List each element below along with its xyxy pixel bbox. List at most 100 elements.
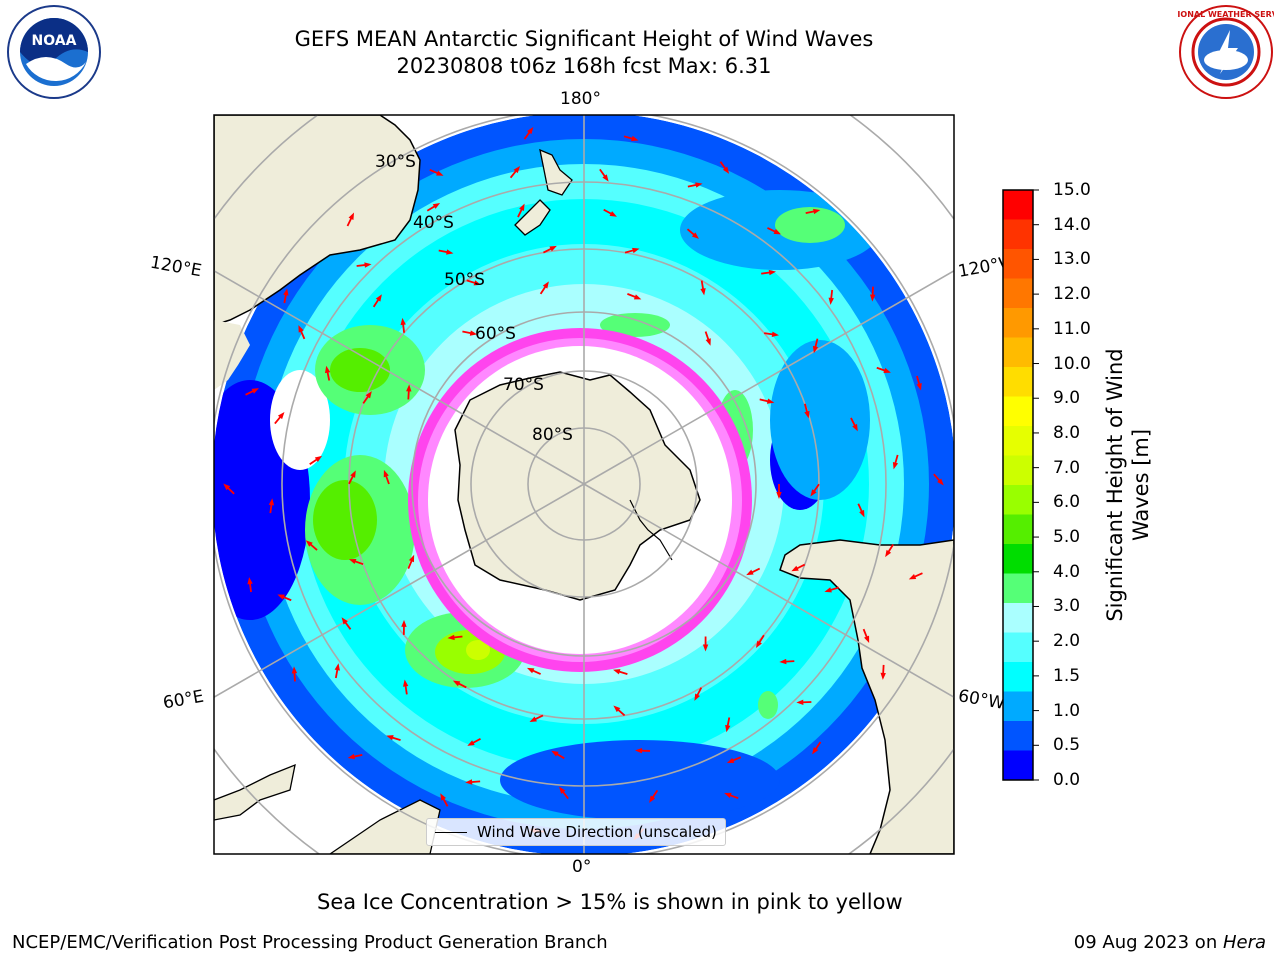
lon-label-180: 180° [560,89,601,109]
wave-direction-arrowhead [916,383,922,391]
wave-direction-arrowhead [602,174,609,182]
wave-direction-arrowhead [324,365,331,374]
colorbar-tick-label: 7.0 [1053,457,1081,478]
lat-label-50s: 50°S [444,270,485,290]
wave-direction-arrowhead [473,280,481,286]
colorbar-segment [1003,426,1033,456]
wave-direction-arrowhead [291,666,298,674]
wave-direction-arrowhead [613,669,621,675]
colorbar-segment [1003,308,1033,338]
colorbar-segment [1003,190,1033,220]
wave-direction-arrowhead [334,663,340,671]
wave-direction-arrowhead [776,492,782,499]
lat-label-40s: 40°S [413,213,454,233]
wave-direction-arrowhead [526,667,535,674]
wave-direction-arrowhead [691,232,699,239]
wave-direction-arrowhead [408,554,415,563]
wave-direction-arrowhead [771,331,780,337]
legend-label: Wind Wave Direction (unscaled) [477,823,717,841]
colorbar-segment [1003,455,1033,486]
wave-direction-arrowhead [513,166,521,174]
colorbar [1002,189,1039,781]
colorbar-segment [1003,662,1033,692]
colorbar-segment [1003,278,1033,309]
wave-direction-arrowhead [813,208,821,215]
wave-direction-arrowhead [341,617,348,625]
wave-direction-arrowhead [796,699,804,705]
wave-direction-arrowhead [908,574,917,580]
noaa-logo-text: NOAA [32,33,77,49]
wave-direction-arrowhead [633,294,642,300]
colorbar-segment [1003,691,1033,722]
colorbar-tick-label: 14.0 [1053,214,1091,235]
chart-subtitle: 20230808 t06z 168h fcst Max: 6.31 [396,54,772,78]
wave-direction-arrowhead [883,367,891,373]
colorbar-tick-label: 5.0 [1053,527,1081,548]
colorbar-title-line2: Waves [m] [1129,428,1153,542]
wave-direction-arrowhead [746,569,754,576]
wave-direction-arrowhead [365,391,372,399]
colorbar-tick-label: 2.0 [1053,631,1081,652]
wave-direction-arrowhead [314,455,323,462]
wave-direction-arrowhead [452,680,461,687]
wave-direction-arrowhead [773,228,781,235]
colorbar-border [1002,189,1034,781]
colorbar-tick-label: 6.0 [1053,492,1081,513]
wave-direction-arrowhead [722,166,730,174]
colorbar-segment [1003,603,1033,633]
colorbar-segment [1003,396,1033,427]
wave-direction-arrowhead [768,269,777,276]
wave-direction-arrowhead [268,498,275,506]
wave-direction-arrowhead [828,297,834,305]
wave-direction-arrowhead [386,735,394,741]
colorbar-segment [1003,367,1033,397]
wave-direction-arrowhead [447,634,455,641]
wave-direction-arrowhead [549,245,557,252]
colorbar-tick-label: 0.5 [1053,735,1081,756]
noaa-logo: NOAA [7,5,101,99]
colorbar-title-line1: Significant Height of Wind [1103,348,1127,622]
wave-direction-arrowhead [277,411,285,420]
wave-direction-arrowhead [824,587,832,593]
lat-label-30s: 30°S [375,152,416,172]
colorbar-segment [1003,750,1033,781]
wave-direction-arrowhead [725,724,731,733]
wave-direction-arrowhead [755,640,762,648]
nws-logo-text: NATIONAL WEATHER SERVICE [1178,10,1274,19]
wave-direction-arrowhead [869,294,876,302]
colorbar-tick-label: 11.0 [1053,318,1091,339]
wave-direction-arrowhead [364,262,372,268]
wave-direction-arrowhead [400,317,406,326]
colorbar-tick-label: 4.0 [1053,561,1081,582]
wave-direction-arrowhead [724,792,732,798]
wave-direction-arrowhead [247,577,253,585]
chart-title: GEFS MEAN Antarctic Significant Height o… [294,27,874,51]
wave-direction-arrowhead [702,644,709,652]
wave-direction-arrowhead [469,330,478,336]
colorbar-tick-label: 0.0 [1053,770,1081,790]
wave-direction-arrowhead [694,693,700,701]
date-machine: Hera [1222,932,1266,953]
colorbar-segment [1003,219,1033,250]
wave-direction-arrowhead [695,182,703,188]
wave-direction-arrowhead [885,549,892,558]
wave-direction-arrowhead [542,281,549,289]
wave-direction-arrowhead [446,249,454,255]
lat-label-70s: 70°S [503,375,544,395]
nws-logo: NATIONAL WEATHER SERVICE [1178,5,1274,99]
wave-direction-arrowhead [812,345,819,354]
wind-wave-arrows [223,126,944,841]
colorbar-tick-label: 12.0 [1053,284,1091,305]
wave-direction-arrowhead [859,509,865,518]
wave-direction-arrowhead [559,786,566,794]
colorbar-tick-label: 9.0 [1053,388,1081,409]
wave-direction-arrowhead [527,126,534,135]
colorbar-segment [1003,721,1033,751]
wave-direction-arrowhead [251,388,259,394]
lat-label-80s: 80°S [532,425,573,445]
colorbar-segment [1003,337,1033,368]
wave-direction-arrowhead [305,540,313,547]
wave-direction-arrowhead [283,288,289,296]
colorbar-segment [1003,632,1033,663]
